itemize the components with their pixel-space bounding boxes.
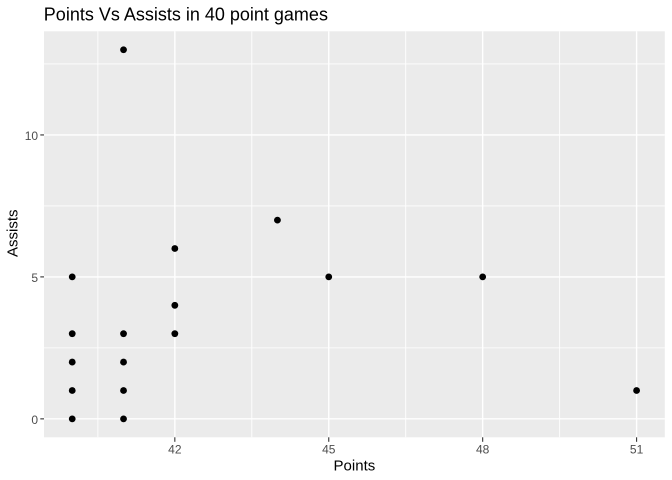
svg-text:10: 10: [25, 129, 39, 143]
svg-text:Assists: Assists: [5, 209, 22, 257]
svg-text:Points: Points: [334, 458, 376, 475]
svg-text:Points Vs Assists in 40 point: Points Vs Assists in 40 point games: [44, 4, 328, 24]
svg-text:0: 0: [31, 413, 38, 427]
svg-text:48: 48: [476, 442, 490, 456]
svg-text:42: 42: [168, 442, 182, 456]
svg-text:45: 45: [322, 442, 336, 456]
svg-text:51: 51: [630, 442, 644, 456]
svg-text:5: 5: [31, 271, 38, 285]
